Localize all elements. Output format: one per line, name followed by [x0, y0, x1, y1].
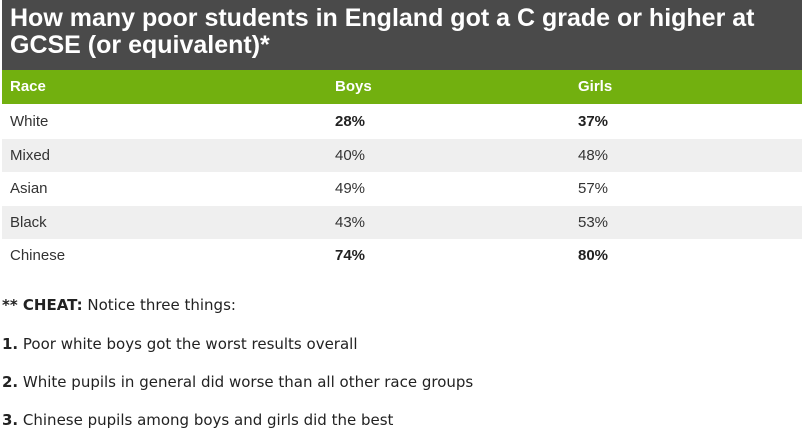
girls-value-cell: 37%: [578, 113, 609, 130]
column-header-girls: Girls: [578, 78, 613, 95]
race-cell: Asian: [10, 180, 48, 197]
girls-value-cell: 57%: [578, 180, 609, 197]
chart-title: How many poor students in England got a …: [10, 4, 755, 59]
boys-value-cell: 28%: [335, 113, 366, 130]
table-row: Black 43% 53%: [2, 205, 802, 239]
note-text: Chinese pupils among boys and girls did …: [18, 411, 394, 429]
note-intro: ** CHEAT: Notice three things:: [2, 296, 236, 314]
table-row: White 28% 37%: [2, 105, 802, 138]
note-item-1: 1. Poor white boys got the worst results…: [2, 335, 358, 353]
title-bar: How many poor students in England got a …: [2, 0, 802, 70]
boys-value-cell: 43%: [335, 213, 366, 231]
note-item-2: 2. White pupils in general did worse tha…: [2, 373, 473, 391]
note-number: 3.: [2, 411, 19, 429]
race-cell: Black: [10, 213, 47, 231]
race-cell: White: [10, 113, 49, 130]
girls-value-cell: 80%: [578, 247, 609, 264]
table-row: Chinese 74% 80%: [2, 239, 802, 272]
boys-value-cell: 74%: [335, 247, 366, 264]
note-text: White pupils in general did worse than a…: [18, 373, 474, 391]
table-row: Asian 49% 57%: [2, 172, 802, 205]
boys-value-cell: 49%: [335, 180, 366, 197]
girls-value-cell: 53%: [578, 213, 609, 231]
table-header: Race Boys Girls: [2, 70, 802, 104]
girls-value-cell: 48%: [578, 146, 609, 164]
race-cell: Mixed: [10, 146, 51, 164]
boys-value-cell: 40%: [335, 146, 366, 164]
column-header-race: Race: [10, 78, 46, 95]
note-intro-text: Notice three things:: [82, 296, 236, 314]
column-header-boys: Boys: [335, 78, 372, 95]
note-number: 1.: [2, 335, 19, 353]
note-item-3: 3. Chinese pupils among boys and girls d…: [2, 411, 393, 429]
note-intro-prefix: ** CHEAT:: [2, 296, 83, 314]
table-row: Mixed 40% 48%: [2, 138, 802, 172]
note-number: 2.: [2, 373, 19, 391]
note-text: Poor white boys got the worst results ov…: [18, 335, 358, 353]
race-cell: Chinese: [10, 247, 66, 264]
